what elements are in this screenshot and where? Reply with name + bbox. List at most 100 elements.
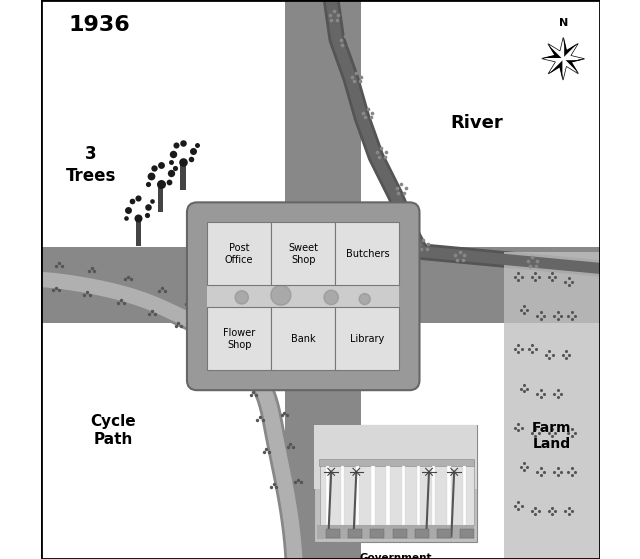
Point (214, 341, 224, 350)
Point (552, 471, 563, 480)
Point (552, 386, 563, 395)
Bar (371, 466, 374, 524)
Point (560, 507, 570, 516)
Point (266, 482, 276, 491)
Point (121, 214, 131, 222)
Point (254, 357, 264, 366)
Point (150, 309, 160, 318)
Point (248, 387, 259, 396)
Text: N: N (559, 18, 568, 29)
Point (519, 380, 529, 389)
Point (525, 261, 535, 270)
Point (348, 77, 358, 86)
Point (459, 251, 469, 260)
Point (527, 507, 537, 516)
Point (264, 447, 275, 456)
Point (143, 202, 154, 211)
Point (564, 281, 574, 290)
Point (196, 329, 206, 338)
Bar (415, 529, 429, 538)
Bar (207, 222, 271, 285)
Point (550, 507, 561, 516)
Point (510, 501, 520, 510)
Point (422, 244, 432, 253)
Text: Butchers: Butchers (346, 249, 389, 259)
Point (549, 468, 559, 477)
Point (566, 314, 577, 323)
Point (570, 311, 580, 320)
Point (168, 149, 178, 158)
Point (567, 507, 577, 516)
Point (141, 211, 152, 220)
Point (539, 468, 549, 477)
Polygon shape (563, 44, 584, 59)
Point (544, 353, 554, 362)
Point (523, 257, 533, 266)
Point (84, 291, 95, 300)
Point (257, 354, 268, 363)
Point (566, 432, 577, 440)
Point (145, 172, 156, 181)
Point (516, 272, 527, 281)
Point (178, 138, 188, 147)
Text: River: River (450, 114, 503, 132)
Point (563, 468, 573, 477)
Point (510, 272, 520, 281)
Point (192, 141, 202, 150)
Point (510, 423, 520, 432)
Point (519, 458, 529, 467)
Point (223, 350, 233, 359)
Point (133, 214, 143, 222)
Point (547, 510, 557, 519)
Point (522, 384, 532, 393)
Point (220, 353, 230, 362)
Point (126, 275, 136, 284)
Point (285, 439, 296, 448)
Point (543, 429, 554, 438)
Point (567, 278, 577, 287)
Point (392, 184, 402, 193)
Bar (402, 466, 405, 524)
Point (258, 415, 268, 424)
Point (144, 309, 154, 318)
Polygon shape (548, 37, 563, 59)
Point (204, 310, 214, 319)
Point (570, 429, 580, 438)
Point (156, 160, 166, 169)
Point (513, 504, 524, 513)
Text: Trees: Trees (66, 167, 116, 185)
Point (530, 510, 540, 519)
Point (522, 462, 532, 471)
Point (374, 152, 384, 161)
Text: 1936: 1936 (68, 15, 130, 35)
Point (552, 392, 563, 401)
Point (178, 158, 188, 167)
Point (564, 503, 574, 512)
Point (260, 357, 270, 366)
Point (527, 348, 538, 357)
Point (290, 478, 300, 487)
Point (536, 307, 546, 316)
Point (324, 11, 335, 20)
Point (530, 268, 540, 277)
Point (56, 262, 67, 271)
Point (556, 468, 566, 477)
Point (547, 425, 557, 434)
Point (123, 272, 133, 281)
Point (566, 471, 577, 480)
Point (54, 259, 64, 268)
Point (527, 341, 538, 350)
Bar (437, 529, 451, 538)
Point (246, 390, 256, 399)
Text: Farm
Land: Farm Land (532, 421, 572, 451)
Text: +: + (294, 281, 301, 286)
Point (519, 465, 529, 474)
Text: +: + (230, 281, 236, 286)
Point (543, 507, 554, 516)
Bar (387, 466, 390, 524)
Point (211, 338, 221, 347)
Point (198, 332, 209, 341)
Point (393, 188, 403, 197)
Point (226, 353, 236, 362)
Bar (320, 460, 474, 524)
